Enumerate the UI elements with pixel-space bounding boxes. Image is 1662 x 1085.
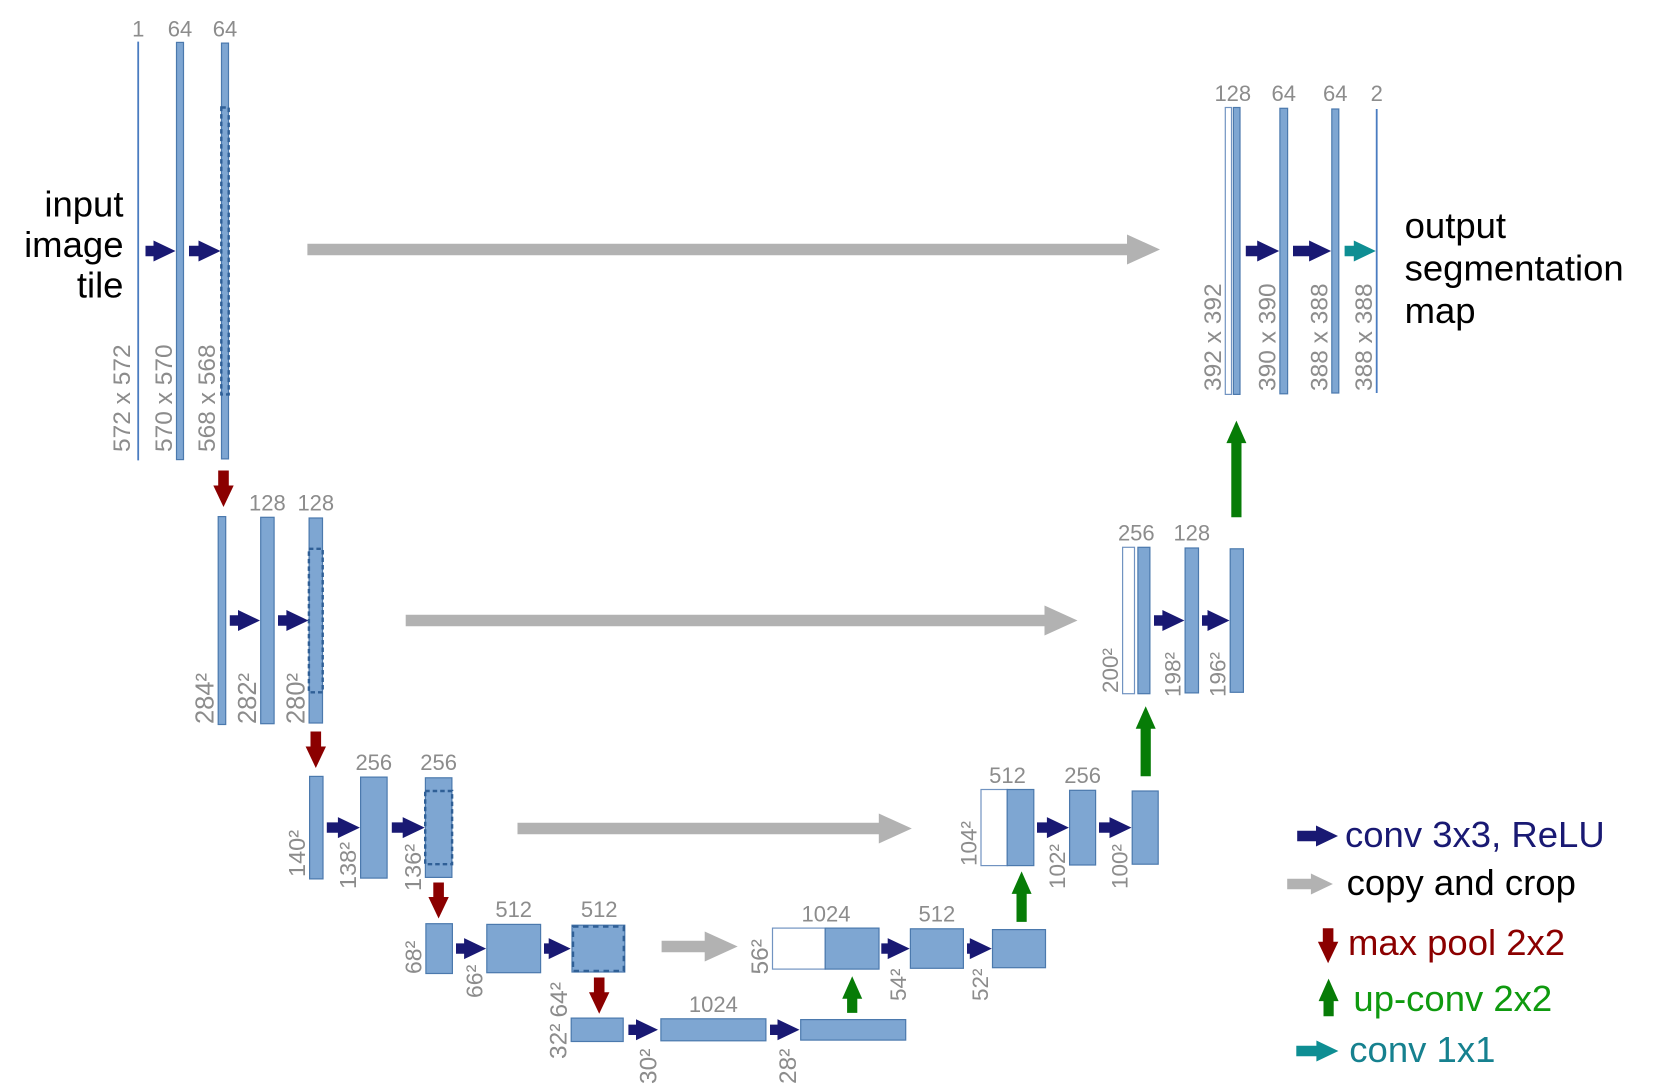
svg-text:136²: 136²: [400, 844, 426, 891]
svg-text:1: 1: [132, 17, 144, 42]
svg-text:282²: 282²: [234, 673, 262, 724]
svg-text:max pool 2x2: max pool 2x2: [1348, 922, 1565, 963]
svg-text:copy and crop: copy and crop: [1347, 862, 1576, 903]
svg-text:1024: 1024: [802, 902, 851, 927]
svg-text:30²: 30²: [635, 1049, 662, 1084]
svg-text:200²: 200²: [1098, 647, 1123, 693]
svg-text:input: input: [44, 183, 123, 224]
svg-text:1024: 1024: [689, 992, 738, 1017]
svg-text:102²: 102²: [1045, 843, 1070, 889]
svg-text:conv 3x3, ReLU: conv 3x3, ReLU: [1345, 814, 1605, 855]
svg-text:284²: 284²: [192, 673, 220, 724]
svg-text:conv 1x1: conv 1x1: [1349, 1029, 1495, 1070]
svg-text:256: 256: [1064, 763, 1101, 788]
svg-text:up-conv 2x2: up-conv 2x2: [1353, 978, 1552, 1019]
svg-text:138²: 138²: [335, 842, 361, 889]
svg-text:68²: 68²: [400, 940, 426, 974]
svg-text:198²: 198²: [1161, 651, 1186, 697]
svg-text:28²: 28²: [775, 1049, 802, 1084]
svg-text:390 x 390: 390 x 390: [1254, 283, 1281, 391]
svg-text:32²: 32²: [546, 1024, 573, 1059]
svg-text:128: 128: [249, 491, 286, 516]
svg-text:2: 2: [1371, 81, 1383, 106]
svg-text:388 x 388: 388 x 388: [1351, 283, 1378, 391]
svg-text:512: 512: [581, 897, 618, 922]
svg-text:256: 256: [355, 750, 392, 775]
svg-text:56²: 56²: [747, 939, 774, 974]
svg-text:image: image: [24, 224, 123, 265]
svg-text:512: 512: [989, 763, 1026, 788]
svg-text:100²: 100²: [1108, 843, 1133, 889]
svg-text:128: 128: [1214, 81, 1251, 106]
svg-text:104²: 104²: [957, 820, 982, 866]
svg-text:66²: 66²: [461, 964, 487, 998]
svg-text:segmentation: segmentation: [1405, 248, 1624, 289]
svg-text:388 x 388: 388 x 388: [1306, 283, 1333, 391]
svg-text:tile: tile: [77, 264, 124, 305]
svg-text:64²: 64²: [546, 982, 573, 1017]
svg-text:128: 128: [1173, 521, 1210, 546]
svg-text:64: 64: [168, 17, 192, 42]
svg-text:256: 256: [1118, 521, 1155, 546]
svg-text:196²: 196²: [1206, 651, 1231, 697]
svg-text:568 x 568: 568 x 568: [194, 344, 221, 452]
svg-text:128: 128: [297, 491, 334, 516]
svg-text:392 x 392: 392 x 392: [1200, 283, 1227, 391]
svg-text:54²: 54²: [886, 968, 911, 1001]
svg-text:64: 64: [1272, 81, 1296, 106]
svg-text:280²: 280²: [283, 673, 311, 724]
svg-text:512: 512: [495, 897, 532, 922]
svg-text:output: output: [1405, 205, 1506, 246]
svg-text:map: map: [1405, 290, 1476, 331]
svg-text:570 x 570: 570 x 570: [151, 344, 178, 452]
svg-text:256: 256: [420, 750, 457, 775]
svg-text:64: 64: [1323, 81, 1347, 106]
svg-text:572 x 572: 572 x 572: [109, 344, 136, 452]
svg-text:512: 512: [919, 902, 956, 927]
svg-text:140²: 140²: [284, 830, 310, 877]
svg-text:52²: 52²: [968, 968, 993, 1001]
svg-text:64: 64: [213, 17, 237, 42]
